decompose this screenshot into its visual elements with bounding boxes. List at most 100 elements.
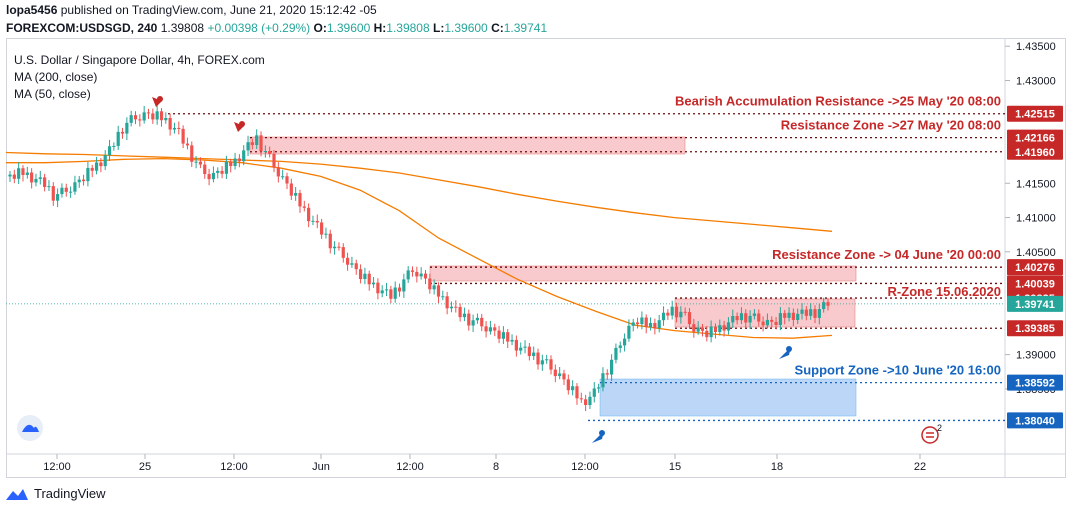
candle-body — [47, 186, 51, 188]
candle-body — [298, 193, 302, 207]
event-flag-icon[interactable]: 2 — [921, 423, 942, 444]
candle-body — [713, 326, 718, 333]
candle-body — [345, 257, 350, 265]
candle-body — [393, 287, 397, 299]
candle-body — [99, 162, 103, 167]
candle-body — [536, 352, 540, 365]
candle-body — [813, 309, 817, 318]
candle-body — [185, 143, 190, 146]
candle-body — [112, 145, 116, 147]
candle-body — [514, 339, 518, 351]
candle-body — [826, 302, 830, 306]
rocket-icon[interactable] — [592, 430, 605, 443]
candle-body — [579, 398, 583, 400]
candle-body — [571, 386, 575, 391]
legend-ma50[interactable]: MA (50, close) — [14, 87, 91, 101]
candle-body — [242, 150, 246, 162]
candle-body — [77, 179, 81, 183]
candle-body — [696, 327, 700, 332]
candle-body — [51, 186, 55, 201]
candle-body — [458, 306, 462, 318]
candle-body — [441, 296, 445, 298]
candle-body — [276, 167, 280, 177]
candle-body — [540, 360, 544, 365]
candle-body — [432, 285, 436, 290]
resistance-zone-04june[interactable] — [429, 265, 857, 282]
candle-body — [627, 325, 631, 339]
candle-body — [146, 112, 151, 114]
candle-body — [281, 176, 285, 178]
candle-body — [817, 309, 821, 318]
candle-body — [220, 170, 224, 174]
candle-body — [670, 306, 674, 316]
candle-body — [679, 311, 683, 318]
support-zone-10june[interactable] — [599, 378, 857, 417]
candle-body — [367, 273, 371, 285]
candle-body — [726, 322, 731, 331]
candle-body — [289, 183, 293, 196]
candle-body — [622, 338, 627, 346]
svg-text:2: 2 — [937, 423, 942, 433]
zones-layer — [249, 136, 857, 417]
candle-body — [151, 113, 155, 120]
candle-body — [159, 111, 164, 121]
candle-body — [34, 178, 38, 183]
candle-body — [133, 115, 138, 120]
bear-marker-icon[interactable] — [234, 121, 245, 132]
candle-body — [406, 270, 410, 280]
tradingview-logo-icon[interactable] — [6, 487, 28, 501]
open-label: O: — [313, 21, 327, 35]
candle-body — [558, 373, 562, 377]
candle-body — [757, 313, 761, 322]
bear-marker-icon[interactable] — [152, 96, 163, 107]
candle-body — [155, 111, 159, 120]
candle-body — [8, 174, 12, 177]
open-value: 1.39600 — [326, 21, 371, 35]
candle-body — [683, 311, 687, 313]
legend-ma200[interactable]: MA (200, close) — [14, 70, 98, 84]
candle-body — [605, 373, 609, 375]
candle-body — [307, 207, 311, 222]
annotation-label: Resistance Zone -> 04 June '20 00:00 — [772, 247, 1001, 262]
candle-body — [467, 313, 471, 326]
candle-body — [445, 296, 449, 309]
candle-body — [739, 313, 744, 321]
y-tick-label: 1.43000 — [1016, 75, 1056, 87]
candle-body — [337, 246, 341, 248]
candle-body — [25, 172, 29, 176]
candle-body — [363, 273, 367, 280]
candle-body — [506, 332, 510, 342]
candle-body — [545, 359, 549, 361]
candle-body — [94, 162, 99, 171]
candle-body — [523, 346, 527, 348]
candle-body — [597, 387, 601, 389]
candle-body — [527, 346, 531, 357]
publisher-name[interactable]: lopa5456 — [6, 3, 58, 17]
candle-body — [294, 193, 298, 196]
candle-body — [415, 271, 419, 277]
chart-frame[interactable] — [6, 38, 1066, 478]
annotation-label: Bearish Accumulation Resistance ->25 May… — [675, 94, 1001, 109]
annotation-label: Support Zone ->10 June '20 16:00 — [795, 363, 1001, 378]
brand-name[interactable]: TradingView — [34, 486, 106, 501]
rocket-icon[interactable] — [779, 346, 792, 359]
candle-body — [263, 151, 267, 153]
candle-body — [250, 142, 254, 146]
resistance-zone-27may[interactable] — [249, 136, 686, 155]
candle-body — [320, 222, 324, 235]
price-label: 1.42166 — [1015, 133, 1055, 145]
candle-body — [640, 317, 644, 325]
candle-body — [333, 246, 337, 249]
high-value: 1.39808 — [386, 21, 430, 35]
x-tick-label: 15 — [669, 461, 681, 473]
candle-body — [120, 131, 125, 134]
candle-body — [774, 321, 778, 325]
price-label-box — [1007, 295, 1063, 312]
candle-body — [501, 332, 505, 339]
candle-body — [259, 135, 263, 152]
candle-body — [822, 302, 826, 310]
candle-body — [765, 319, 770, 326]
candle-body — [722, 325, 726, 331]
candle-body — [73, 182, 77, 192]
